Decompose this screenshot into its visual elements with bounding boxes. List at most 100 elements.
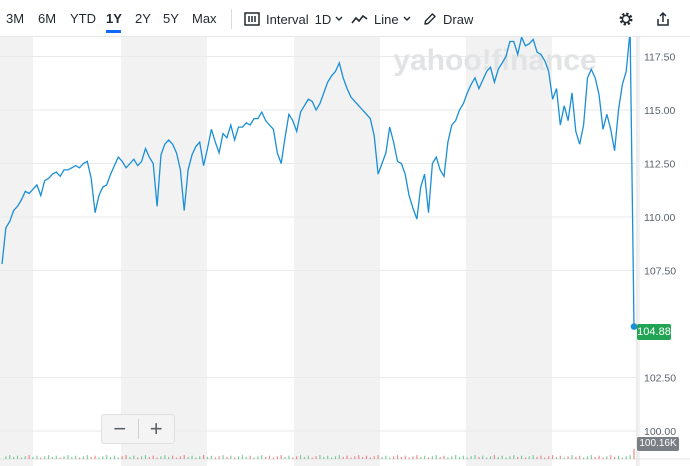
volume-bar <box>404 455 406 459</box>
volume-bar <box>427 457 430 459</box>
volume-bar <box>416 455 418 459</box>
volume-bar <box>621 457 623 459</box>
volume-bar <box>586 456 589 459</box>
volume-bar <box>385 455 387 459</box>
volume-bar <box>206 456 209 459</box>
volume-bar <box>381 456 383 459</box>
volume-bar <box>237 456 240 459</box>
y-tick-label: 112.50 <box>644 159 675 171</box>
volume-bar <box>431 456 433 459</box>
volume-bar <box>497 456 499 459</box>
range-6m-button[interactable]: 6M <box>38 11 57 26</box>
volume-bar <box>241 455 243 459</box>
volume-bar <box>179 456 181 459</box>
volume-bar <box>474 455 476 459</box>
volume-bar <box>234 457 236 459</box>
volume-bar <box>598 455 600 459</box>
range-max-button[interactable]: Max <box>192 11 217 26</box>
volume-bar <box>32 456 34 459</box>
volume-bar <box>633 448 635 459</box>
volume-bar <box>121 456 123 459</box>
volume-bar <box>594 456 596 459</box>
chart-type-dropdown[interactable]: Line <box>351 9 411 29</box>
range-3m-button[interactable]: 3M <box>6 11 25 26</box>
volume-bar <box>373 456 375 459</box>
volume-bar <box>548 456 550 459</box>
volume-bar <box>528 456 530 459</box>
range-5y-button[interactable]: 5Y <box>163 11 179 26</box>
volume-bar <box>59 457 61 459</box>
volume-bar <box>462 455 464 459</box>
volume-bar <box>563 457 565 459</box>
volume-bar <box>346 455 348 459</box>
volume-bar <box>75 455 77 459</box>
zoom-out-button[interactable]: − <box>113 416 127 441</box>
volume-bar <box>288 455 290 459</box>
volume-bar <box>606 456 608 459</box>
volume-bar <box>540 455 542 459</box>
volume-bar <box>629 455 631 459</box>
month-band <box>294 37 380 466</box>
volume-bar <box>365 455 368 459</box>
volume-bar <box>195 457 197 459</box>
volume-bar <box>257 456 259 459</box>
volume-bar <box>63 456 65 459</box>
volume-bar <box>40 457 42 459</box>
volume-bar <box>579 455 581 459</box>
volume-bar <box>24 456 26 459</box>
volume-bar <box>303 456 306 459</box>
volume-bar <box>517 456 519 459</box>
volume-bar <box>489 456 492 459</box>
month-band <box>121 37 207 466</box>
volume-bar <box>226 456 228 459</box>
volume-bar <box>555 456 558 459</box>
volume-bar <box>602 457 604 459</box>
volume-bar <box>67 455 69 459</box>
volume-bar <box>44 456 46 459</box>
volume-bar <box>5 456 7 459</box>
active-range-indicator <box>106 30 121 33</box>
volume-bar <box>253 457 255 459</box>
volume-bar <box>55 455 57 459</box>
volume-bar <box>400 456 402 459</box>
volume-bar <box>82 456 85 459</box>
interval-dropdown[interactable]: Interval 1D <box>244 9 343 29</box>
volume-bar <box>361 456 364 459</box>
volume-bar <box>455 455 457 459</box>
volume-bar <box>265 456 267 459</box>
volume-bar <box>311 457 313 459</box>
volume-bar <box>137 457 139 459</box>
volume-bar <box>106 455 108 459</box>
volume-bar <box>524 457 527 459</box>
volume-bar <box>199 456 201 459</box>
last-price-badge: 104.88 <box>637 324 671 340</box>
volume-bar <box>443 455 445 459</box>
volume-bar <box>575 456 577 459</box>
price-chart[interactable]: yahoo!finance 117.50 115.00 112.50 110.00 10… <box>0 37 690 466</box>
volume-bar <box>268 455 271 459</box>
range-ytd-button[interactable]: YTD <box>70 11 96 26</box>
volume-bar <box>536 456 538 459</box>
volume-bar <box>520 455 523 459</box>
y-tick-label: 115.00 <box>644 105 675 117</box>
range-1y-button[interactable]: 1Y <box>106 11 122 26</box>
zoom-controls: − + <box>101 414 175 444</box>
volume-bar <box>156 457 158 459</box>
volume-bar <box>342 456 344 459</box>
gear-icon[interactable] <box>617 10 635 28</box>
share-icon[interactable] <box>654 10 672 28</box>
volume-bar <box>117 457 119 459</box>
volume-bar <box>47 455 50 459</box>
volume-bar <box>144 455 147 459</box>
draw-button[interactable]: Draw <box>423 9 473 29</box>
volume-bar <box>610 455 612 459</box>
volume-bar <box>172 455 174 459</box>
volume-bar <box>493 455 496 459</box>
volume-bar <box>451 456 453 459</box>
volume-bar <box>140 456 143 459</box>
range-2y-button[interactable]: 2Y <box>135 11 151 26</box>
volume-bar <box>582 457 585 459</box>
volume-bar <box>559 455 561 459</box>
volume-bar <box>369 457 371 459</box>
zoom-in-button[interactable]: + <box>149 416 163 441</box>
